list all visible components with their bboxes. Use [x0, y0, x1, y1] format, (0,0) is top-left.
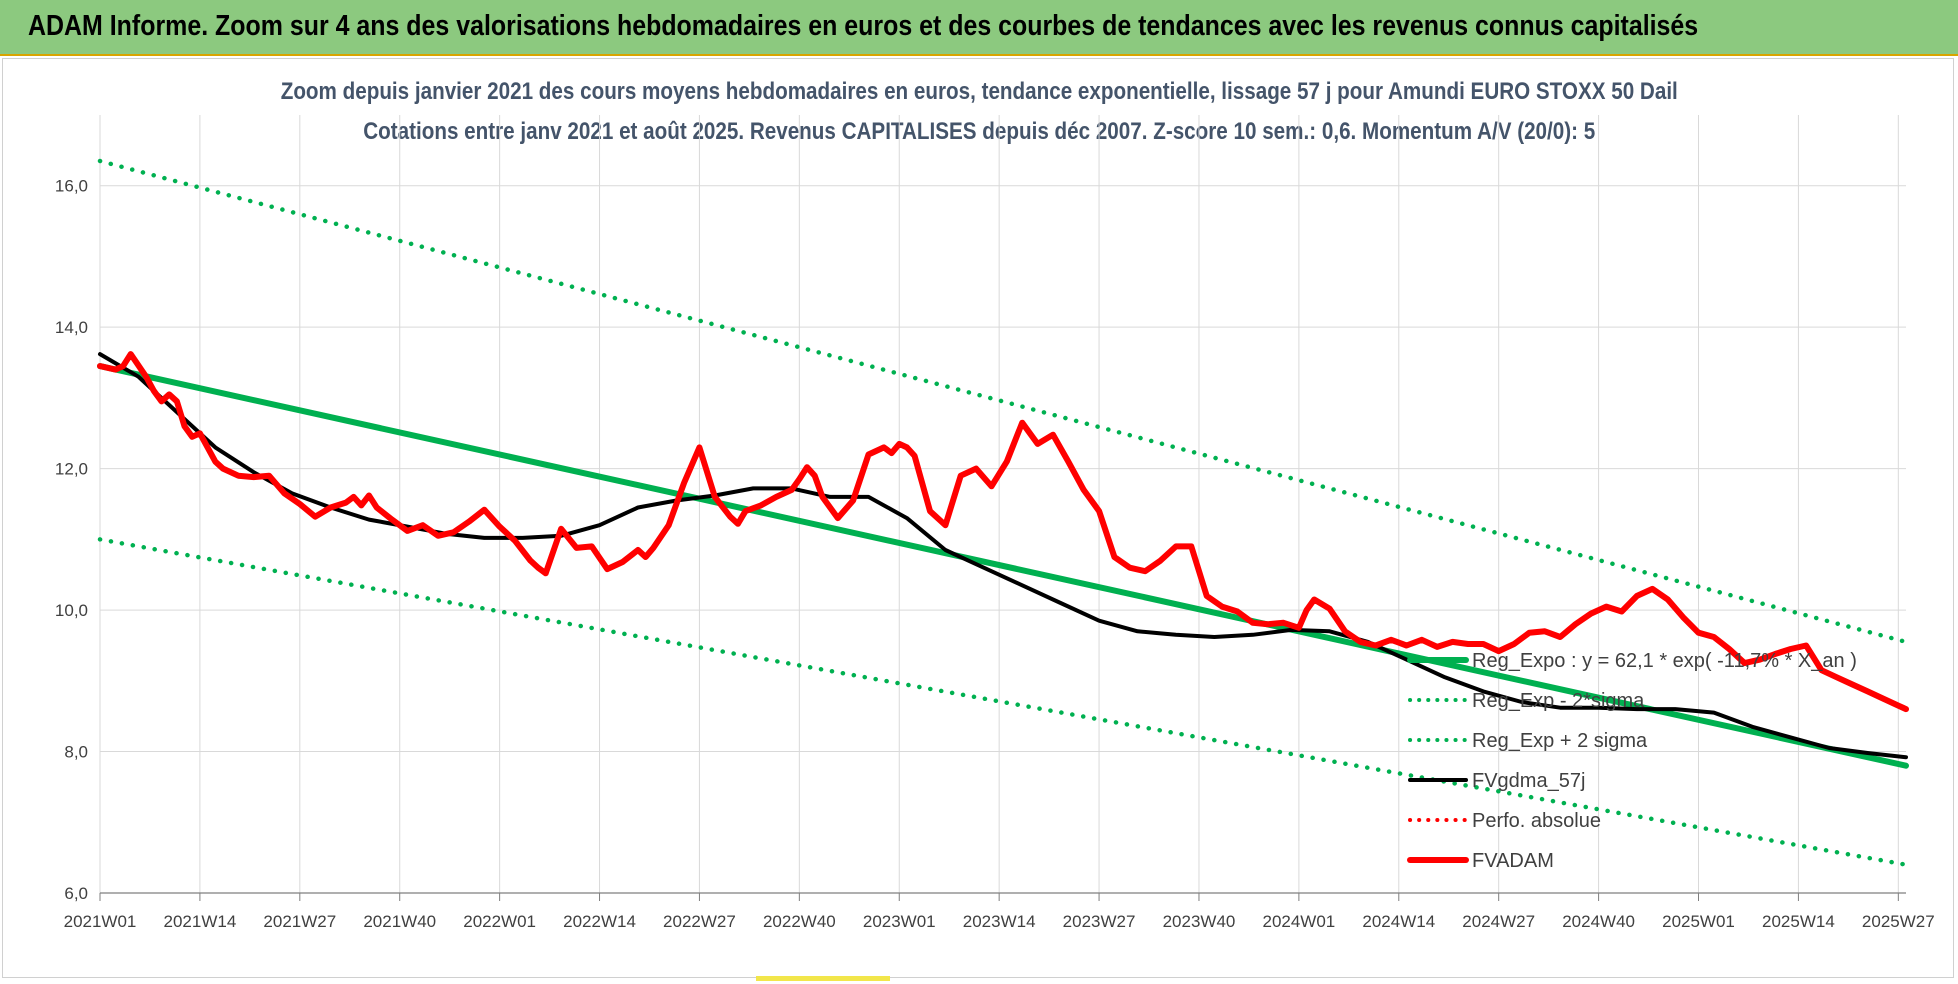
legend-label: FVADAM — [1472, 850, 1554, 872]
chart-title: Zoom depuis janvier 2021 des cours moyen… — [280, 78, 1678, 105]
y-tick-label: 10,0 — [55, 601, 88, 620]
y-tick-label: 14,0 — [55, 318, 88, 337]
chart-frame — [2, 58, 1954, 978]
bottom-marker — [756, 976, 890, 981]
x-tick-label: 2023W01 — [863, 912, 936, 931]
x-tick-label: 2025W14 — [1762, 912, 1835, 931]
x-tick-label: 2024W14 — [1362, 912, 1435, 931]
series-line-2 — [97, 158, 1909, 645]
chart-subtitle: Cotations entre janv 2021 et août 2025. … — [363, 118, 1595, 145]
x-tick-label: 2025W27 — [1862, 912, 1935, 931]
x-tick-label: 2022W27 — [663, 912, 736, 931]
report-banner: ADAM Informe. Zoom sur 4 ans des valoris… — [0, 0, 1958, 56]
series-line-5 — [97, 351, 1909, 713]
x-tick-label: 2024W27 — [1462, 912, 1535, 931]
legend-label: Reg_Exp + 2 sigma — [1472, 730, 1648, 752]
y-tick-label: 12,0 — [55, 460, 88, 479]
x-tick-label: 2023W14 — [963, 912, 1036, 931]
x-tick-label: 2022W01 — [463, 912, 536, 931]
x-tick-label: 2022W14 — [563, 912, 636, 931]
x-tick-label: 2022W40 — [763, 912, 836, 931]
x-tick-label: 2024W40 — [1562, 912, 1635, 931]
banner-title: ADAM Informe. Zoom sur 4 ans des valoris… — [28, 10, 1699, 42]
x-tick-label: 2021W01 — [64, 912, 137, 931]
legend-label: FVgdma_57j — [1472, 770, 1585, 792]
x-tick-label: 2024W01 — [1262, 912, 1335, 931]
legend-label: Reg_Expo : y = 62,1 * exp( -11,7% * X_an… — [1472, 650, 1857, 672]
x-tick-label: 2021W40 — [363, 912, 436, 931]
legend-label: Perfo. absolue — [1472, 810, 1601, 832]
chart-axes: 6,0 8,0 10,0 12,0 14,0 16,0 2021W01 2021W14 2021… — [55, 177, 1935, 931]
legend-label: Reg_Exp - 2*sigma — [1472, 690, 1645, 712]
series-line-0 — [97, 363, 1909, 769]
y-tick-label: 16,0 — [55, 177, 88, 196]
x-tick-label: 2023W27 — [1063, 912, 1136, 931]
x-tick-label: 2025W01 — [1662, 912, 1735, 931]
chart-series — [97, 158, 1909, 867]
y-tick-label: 8,0 — [64, 743, 88, 762]
x-tick-label: 2023W40 — [1163, 912, 1236, 931]
x-tick-label: 2021W14 — [164, 912, 237, 931]
x-tick-label: 2021W27 — [263, 912, 336, 931]
chart-legend: Reg_Expo : y = 62,1 * exp( -11,7% * X_an… — [1407, 650, 1857, 872]
y-tick-label: 6,0 — [64, 884, 88, 903]
